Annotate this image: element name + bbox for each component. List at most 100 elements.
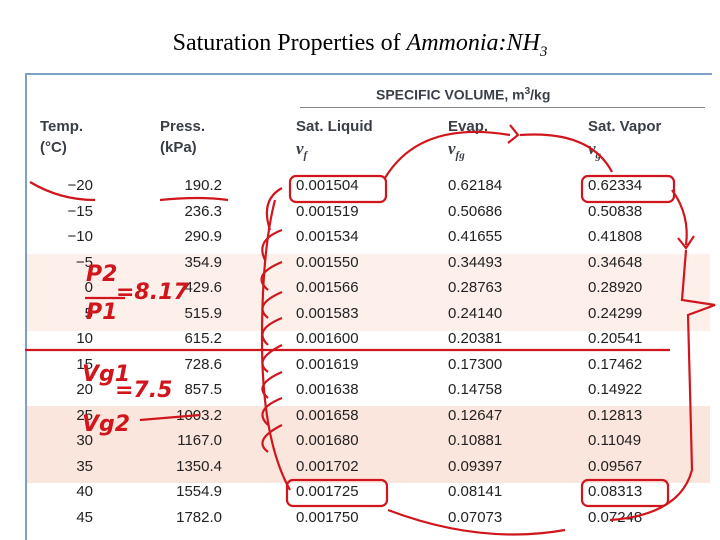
- cell: 1782.0: [176, 508, 222, 526]
- group-header: SPECIFIC VOLUME, m3/kg: [376, 86, 550, 103]
- cell: −5: [75, 253, 93, 271]
- hand-note: =8.17: [116, 280, 189, 305]
- brace: [260, 187, 291, 491]
- cell: 0.34493: [448, 253, 503, 271]
- cell: 1167.0: [177, 432, 222, 449]
- cell: 0.09567: [588, 457, 643, 475]
- table-frame: [25, 73, 712, 540]
- group-header-unit: /kg: [530, 86, 551, 103]
- cell: 45: [76, 508, 93, 526]
- cell: 5: [84, 304, 93, 322]
- title: Saturation Properties of Ammonia:NH3: [0, 30, 720, 61]
- symbol: v: [296, 139, 304, 158]
- arrow: [671, 189, 695, 250]
- circle-mark: [288, 174, 388, 204]
- cell: 0.20381: [448, 330, 503, 347]
- hand-note: P2: [86, 262, 118, 287]
- arrow: [609, 249, 716, 522]
- hand-note: =7.5: [115, 378, 173, 403]
- cell: 0.50686: [448, 202, 503, 220]
- underline: [29, 181, 229, 202]
- cell: 615.2: [184, 330, 222, 347]
- group-header-text: SPECIFIC VOLUME, m: [376, 86, 525, 103]
- column-symbol: vf: [296, 139, 307, 161]
- cell: 0.001702: [296, 457, 359, 475]
- title-italic: Ammonia:NH: [406, 30, 540, 56]
- fraction-bar: [85, 296, 201, 422]
- cell: 0.28920: [588, 279, 643, 296]
- circle-mark: [580, 174, 676, 204]
- circle-mark: [285, 478, 389, 508]
- symbol: v: [448, 139, 456, 158]
- column-symbol: vfg: [448, 139, 465, 161]
- cell: 0.11049: [588, 432, 642, 449]
- group-rule: [300, 107, 705, 108]
- column-header: (kPa): [160, 139, 197, 156]
- cell: 10: [76, 330, 93, 347]
- arrow: [519, 133, 613, 173]
- cell: 0.50838: [588, 202, 643, 220]
- cell: 515.9: [184, 304, 222, 322]
- column-header: Evap.: [448, 118, 489, 135]
- cell: 0.001566: [296, 279, 359, 296]
- cell: 0.14758: [448, 381, 503, 398]
- cell: 0.24140: [448, 304, 503, 322]
- row-band: [27, 254, 710, 331]
- cell: 0.001504: [296, 177, 359, 194]
- cell: 0.12813: [588, 406, 643, 424]
- cell: 0.10881: [448, 432, 503, 449]
- column-header: Sat. Liquid: [296, 118, 373, 135]
- cell: 0.001534: [296, 228, 359, 245]
- cell: 1350.4: [176, 457, 222, 475]
- loops: [260, 228, 283, 453]
- title-text: Saturation Properties of: [172, 30, 401, 56]
- cell: 35: [76, 457, 93, 475]
- cell: 0: [84, 279, 93, 296]
- cell: −20: [67, 177, 93, 194]
- cell: 30: [76, 432, 93, 449]
- cell: 0.08313: [588, 483, 643, 500]
- cell: 857.5: [184, 381, 222, 398]
- cell: 290.9: [184, 228, 222, 245]
- cell: 0.001550: [296, 253, 359, 271]
- cell: 0.08141: [448, 483, 503, 500]
- cell: 190.2: [184, 177, 222, 194]
- cell: 0.001638: [296, 381, 359, 398]
- cell: 20: [76, 381, 93, 398]
- cell: 0.17462: [588, 355, 643, 373]
- circle-mark: [580, 478, 670, 508]
- symbol-sub: f: [303, 149, 308, 162]
- cell: 0.07248: [588, 508, 643, 526]
- cell: 0.34648: [588, 253, 643, 271]
- cell: −10: [67, 228, 93, 245]
- cell: 0.41655: [448, 228, 503, 245]
- cell: 15: [76, 355, 93, 373]
- cell: 1554.9: [176, 483, 222, 500]
- cell: 0.001658: [296, 406, 359, 424]
- column-header: Sat. Vapor: [588, 118, 662, 135]
- title-subscript: 3: [539, 43, 548, 60]
- column-header: Temp.: [40, 118, 84, 135]
- cell: 0.001583: [296, 304, 359, 322]
- cell: 0.001600: [296, 330, 359, 347]
- cell: 0.20541: [588, 330, 643, 347]
- cell: 0.41808: [588, 228, 643, 245]
- cell: 0.12647: [448, 406, 503, 424]
- hand-note: Vg1: [82, 362, 131, 387]
- cell: 0.09397: [448, 457, 503, 475]
- cell: 0.001750: [296, 508, 359, 526]
- cell: 0.62334: [588, 177, 643, 194]
- hand-note: P1: [86, 300, 118, 325]
- cell: 0.001680: [296, 432, 359, 449]
- hand-note: Vg2: [82, 412, 131, 437]
- cell: 0.001725: [296, 483, 359, 500]
- group-header-sup: 3: [524, 86, 531, 97]
- cell: 0.17300: [448, 355, 503, 373]
- cell: 0.07073: [448, 508, 503, 526]
- cell: 0.28763: [448, 279, 503, 296]
- cell: 429.6: [184, 279, 222, 296]
- cell: 0.24299: [588, 304, 643, 322]
- symbol-sub: fg: [455, 149, 465, 162]
